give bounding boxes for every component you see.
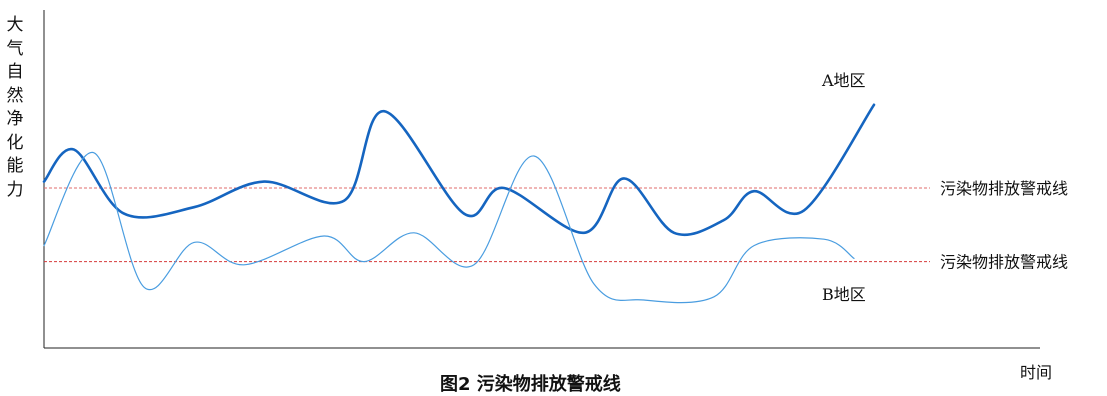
threshold-label-1: 污染物排放警戒线: [940, 179, 1068, 198]
series-label-1: A地区: [821, 71, 866, 90]
series-label-2: B地区: [822, 285, 866, 304]
chart-caption: 图2 污染物排放警戒线: [440, 370, 621, 396]
x-axis-label: 时间: [1020, 363, 1052, 382]
chart-axes: 时间: [44, 10, 1052, 382]
series-line-1: [44, 105, 874, 235]
series-line-2: [44, 152, 854, 302]
y-axis-label: 大气自然净化能力: [2, 14, 28, 202]
threshold-label-2: 污染物排放警戒线: [940, 253, 1068, 272]
series-lines: [44, 105, 874, 303]
